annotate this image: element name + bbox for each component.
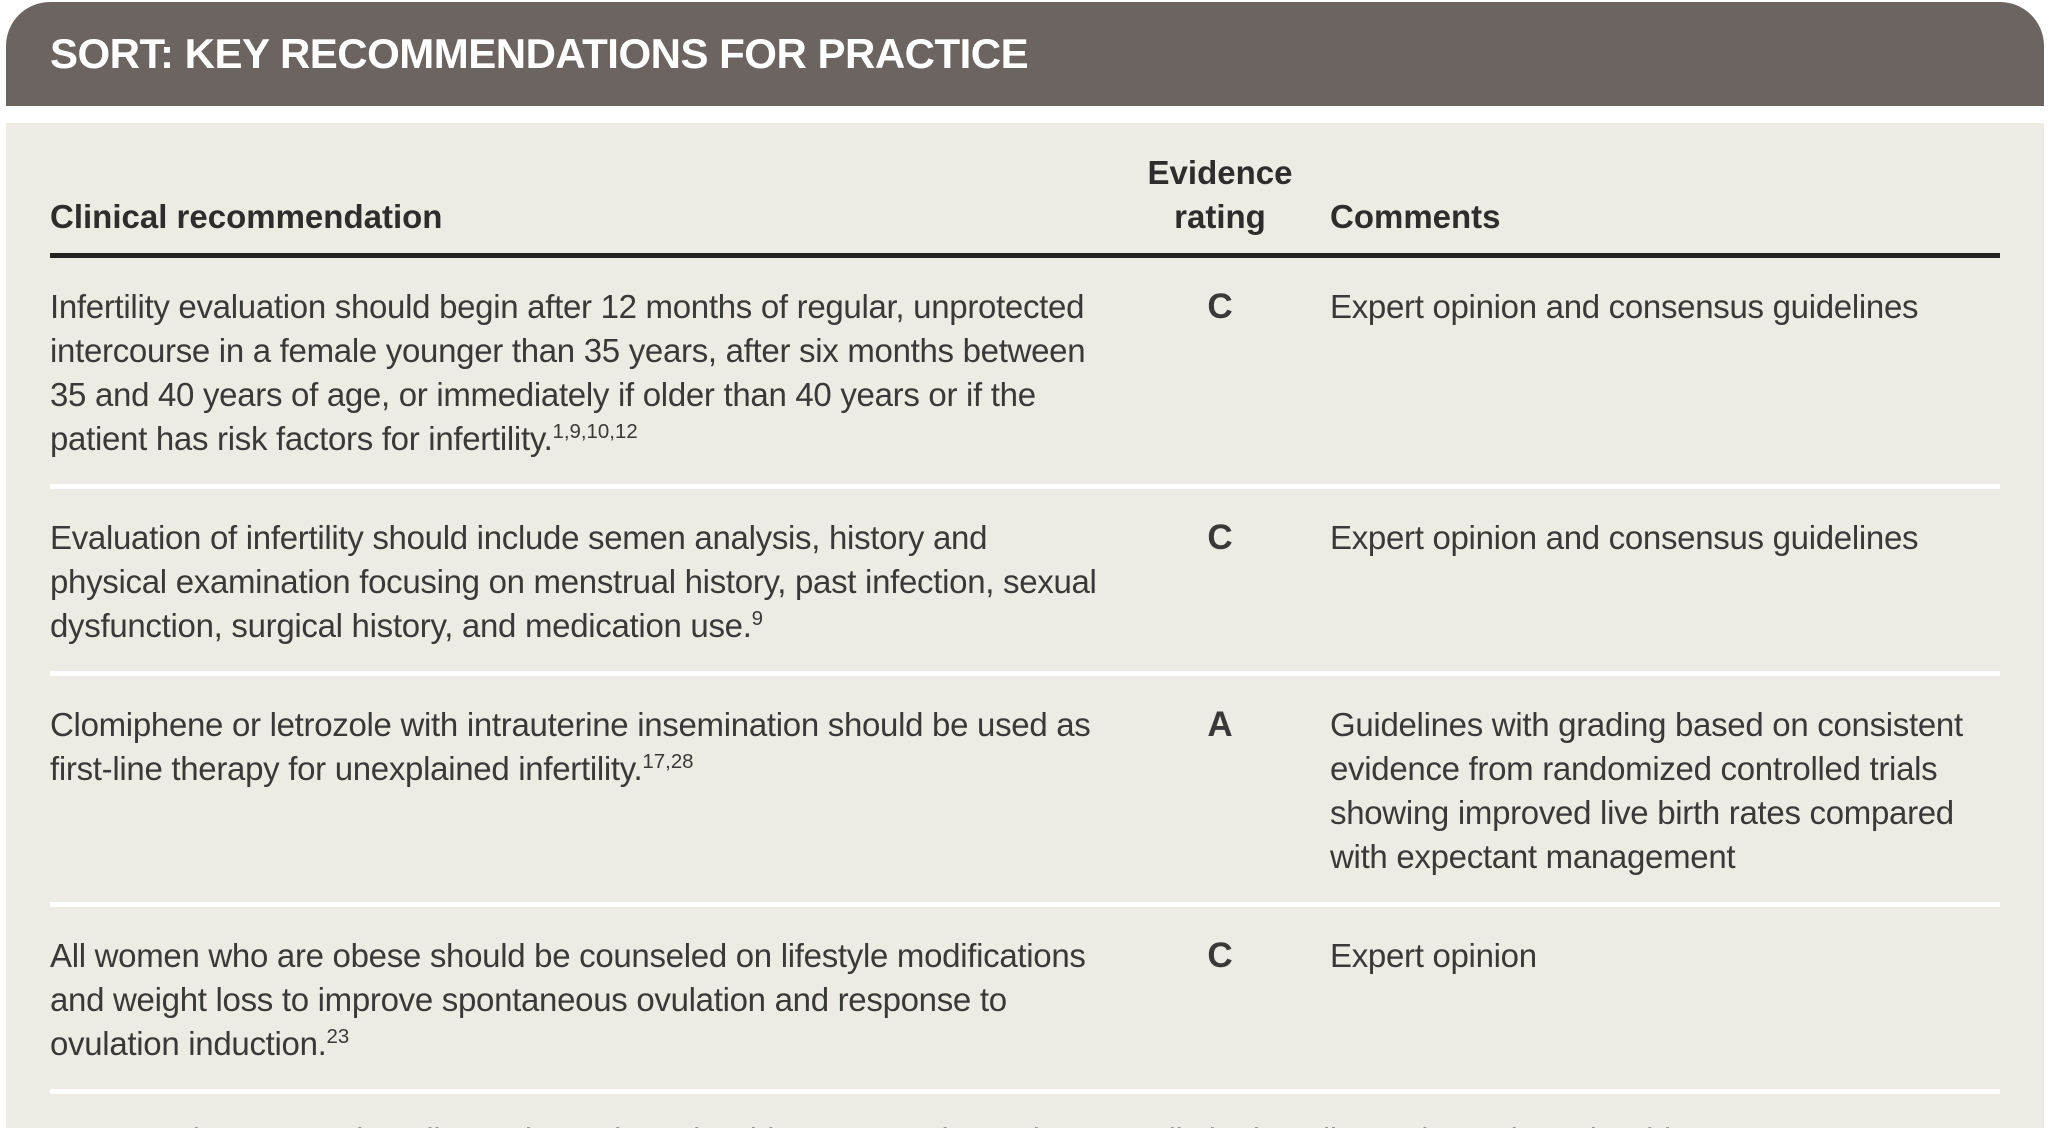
reference-superscript: 1,9,10,12 bbox=[552, 420, 638, 443]
rating-a-definition: = consistent, good-quality patient-orien… bbox=[75, 1122, 868, 1128]
reference-superscript: 23 bbox=[326, 1025, 350, 1048]
rating-b-definition: = inconsistent or limited-quality patien… bbox=[891, 1122, 1765, 1128]
column-header-evidence-rating: Evidence rating bbox=[1130, 151, 1310, 239]
rating-c-label: C bbox=[1764, 1122, 1787, 1128]
recommendation-cell: All women who are obese should be counse… bbox=[50, 934, 1130, 1066]
table-row: Clomiphene or letrozole with intrauterin… bbox=[50, 676, 2000, 907]
rating-a-label: A bbox=[52, 1122, 75, 1128]
table-row: All women who are obese should be counse… bbox=[50, 907, 2000, 1094]
recommendation-cell: Clomiphene or letrozole with intrauterin… bbox=[50, 703, 1130, 879]
sort-table-card: SORT: KEY RECOMMENDATIONS FOR PRACTICE C… bbox=[6, 2, 2044, 1128]
comments-cell: Expert opinion bbox=[1330, 937, 1537, 974]
footnote: A = consistent, good-quality patient-ori… bbox=[50, 1094, 2000, 1128]
recommendation-cell: Evaluation of infertility should include… bbox=[50, 516, 1130, 648]
reference-superscript: 17,28 bbox=[642, 750, 694, 773]
comments-cell: Expert opinion and consensus guidelines bbox=[1330, 288, 1919, 325]
recommendation-text: All women who are obese should be counse… bbox=[50, 937, 1086, 1062]
column-header-evidence-line2: rating bbox=[1174, 198, 1266, 235]
recommendation-cell: Infertility evaluation should begin afte… bbox=[50, 285, 1130, 461]
evidence-rating-cell: A bbox=[1207, 705, 1233, 744]
reference-superscript: 9 bbox=[751, 607, 763, 630]
recommendation-text: Clomiphene or letrozole with intrauterin… bbox=[50, 706, 1091, 787]
column-header-comments: Comments bbox=[1330, 198, 1501, 235]
recommendation-text: Evaluation of infertility should include… bbox=[50, 519, 1097, 644]
comments-cell: Expert opinion and consensus guidelines bbox=[1330, 519, 1919, 556]
column-header-evidence-line1: Evidence bbox=[1147, 154, 1293, 191]
column-header-clinical-recommendation: Clinical recommendation bbox=[50, 198, 443, 235]
table-row: Evaluation of infertility should include… bbox=[50, 489, 2000, 676]
rating-c-definition: = consensus, disease-oriented evidence, … bbox=[52, 1122, 1998, 1128]
evidence-rating-cell: C bbox=[1207, 936, 1233, 975]
table-title: SORT: KEY RECOMMENDATIONS FOR PRACTICE bbox=[50, 30, 1029, 77]
comments-cell: Guidelines with grading based on consist… bbox=[1330, 706, 1963, 875]
table-header-row: Clinical recommendation Evidence rating … bbox=[50, 123, 2000, 258]
evidence-rating-cell: C bbox=[1207, 518, 1233, 557]
rating-b-label: B bbox=[868, 1122, 891, 1128]
table-body: Clinical recommendation Evidence rating … bbox=[6, 123, 2044, 1128]
table-row: Infertility evaluation should begin afte… bbox=[50, 258, 2000, 489]
title-bar: SORT: KEY RECOMMENDATIONS FOR PRACTICE bbox=[6, 2, 2044, 106]
evidence-rating-cell: C bbox=[1207, 287, 1233, 326]
recommendation-text: Infertility evaluation should begin afte… bbox=[50, 288, 1086, 457]
